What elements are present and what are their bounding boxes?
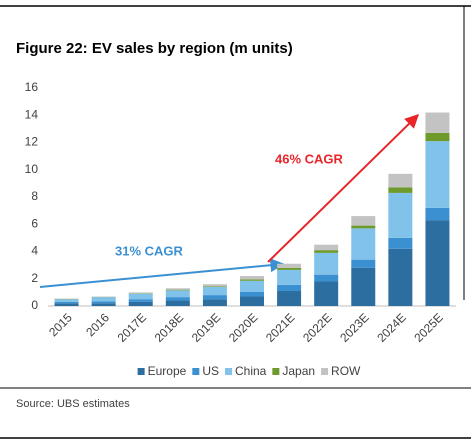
legend-label: China — [235, 364, 267, 378]
bar-segment — [277, 291, 302, 306]
bar-segment — [314, 281, 339, 306]
bar-segment — [351, 216, 376, 226]
legend-label: ROW — [331, 364, 361, 378]
bar-segment — [240, 280, 264, 292]
bar-segment — [277, 267, 302, 270]
y-tick-label: 2 — [31, 271, 38, 285]
bar-segment — [277, 284, 302, 292]
bar-segment — [388, 192, 413, 238]
y-tick-label: 0 — [31, 298, 38, 312]
bar-segment — [202, 295, 227, 300]
x-tick-label: 2016 — [83, 310, 112, 339]
y-tick-label: 14 — [25, 107, 39, 121]
bar-segment — [240, 279, 264, 281]
bar-segment — [425, 220, 450, 306]
bar-segment — [202, 299, 227, 306]
y-tick-label: 12 — [25, 135, 39, 149]
y-tick-label: 8 — [31, 189, 38, 203]
x-tick-label: 2025E — [411, 310, 445, 344]
bar-segment — [165, 290, 190, 298]
legend-swatch — [321, 368, 329, 375]
bar-segment — [277, 269, 302, 285]
legend-label: Japan — [282, 364, 315, 378]
bar-segment — [128, 292, 153, 294]
arrow-blue — [39, 258, 285, 288]
x-tick-label: 2018E — [152, 310, 186, 344]
bar-segment — [91, 301, 116, 304]
y-tick-label: 4 — [31, 244, 38, 258]
x-tick-label: 2023E — [337, 310, 371, 344]
y-tick-label: 6 — [31, 216, 38, 230]
legend-swatch — [224, 368, 232, 375]
bar-segment — [128, 299, 153, 302]
bar-segment — [91, 303, 116, 306]
y-tick-label: 16 — [25, 80, 39, 94]
x-tick-label: 2019E — [189, 310, 223, 344]
arrow-red — [267, 114, 419, 263]
bar-segment — [351, 228, 376, 260]
bar-segment — [351, 267, 376, 306]
legend-label: Europe — [148, 364, 187, 378]
legend-swatch — [192, 368, 200, 375]
bar-segment — [128, 301, 153, 306]
bar-segment — [314, 252, 339, 275]
bar-segment — [240, 296, 264, 306]
bar-segment — [351, 225, 376, 229]
bar-segment — [425, 132, 450, 142]
bar-segment — [202, 286, 227, 287]
bar-segment — [425, 141, 450, 208]
bar-segment — [165, 288, 190, 290]
annotation: 31% CAGR — [115, 243, 184, 258]
bar-segment — [314, 250, 339, 253]
legend-label: US — [202, 364, 219, 378]
bar-segment — [240, 291, 264, 297]
bar-segment — [202, 284, 227, 287]
bar-segment — [54, 301, 79, 304]
bar-segment — [425, 112, 450, 133]
bar-segment — [351, 259, 376, 268]
chart-title: Figure 22: EV sales by region (m units) — [16, 40, 293, 57]
legend-swatch — [137, 368, 145, 375]
bar-segment — [54, 299, 79, 302]
x-tick-label: 2017E — [115, 310, 149, 344]
bar-segment — [165, 300, 190, 306]
y-tick-label: 10 — [25, 162, 39, 176]
bar-segment — [202, 286, 227, 296]
legend-swatch — [272, 368, 280, 375]
bar-segment — [165, 289, 190, 291]
bar-segment — [240, 276, 264, 280]
x-tick-label: 2015 — [46, 310, 75, 339]
bar-segment — [165, 297, 190, 301]
source: Source: UBS estimates — [16, 398, 130, 410]
bar-segment — [128, 293, 153, 300]
annotation: 46% CAGR — [275, 151, 344, 166]
x-tick-label: 2024E — [374, 310, 408, 344]
bar-segment — [388, 187, 413, 193]
bar-segment — [54, 303, 79, 306]
bar-segment — [425, 207, 450, 221]
bar-segment — [91, 297, 116, 302]
bar-segment — [314, 274, 339, 282]
bar-segment — [388, 173, 413, 188]
bar-segment — [388, 248, 413, 306]
bar-segment — [388, 237, 413, 249]
x-tick-label: 2021E — [263, 310, 297, 344]
x-tick-label: 2022E — [300, 310, 334, 344]
bar-segment — [277, 263, 302, 268]
bar-segment — [314, 244, 339, 251]
x-tick-label: 2020E — [226, 310, 260, 344]
